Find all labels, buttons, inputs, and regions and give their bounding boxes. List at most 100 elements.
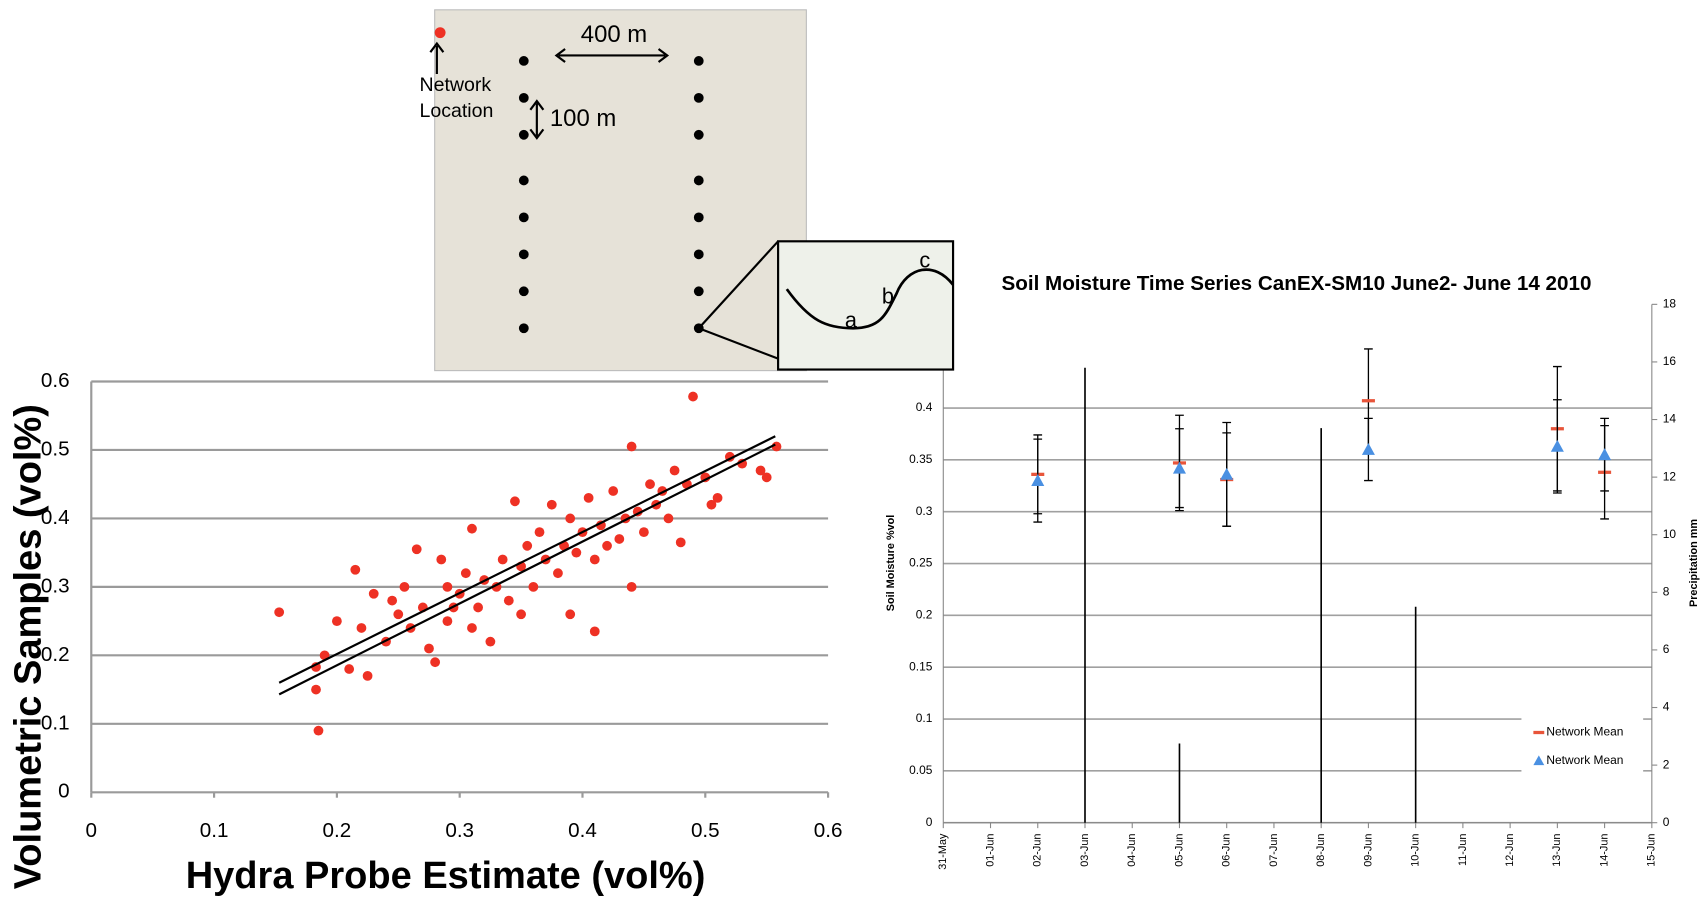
scatter-point xyxy=(755,465,766,476)
x-tick-label: 0 xyxy=(86,819,97,842)
scatter-point xyxy=(442,581,453,592)
scatter-point xyxy=(688,391,698,402)
scatter-point xyxy=(436,554,447,565)
site-area xyxy=(434,9,807,372)
legend-marker xyxy=(1533,730,1545,735)
scatter-point xyxy=(387,595,398,606)
y-tick-label: 0.5 xyxy=(41,437,70,460)
network-point xyxy=(434,27,446,39)
x-tick-label: 05-Jun xyxy=(1173,834,1185,867)
y-tick-label: 0 xyxy=(58,780,69,803)
x-tick-label: 13-Jun xyxy=(1551,834,1563,867)
scatter-point xyxy=(583,492,594,503)
legend-box xyxy=(1521,714,1644,780)
profile-label: c xyxy=(919,248,930,273)
legend-label: Network Mean xyxy=(1546,725,1623,739)
zoom-lines xyxy=(697,240,779,360)
y-tick-label: 0.3 xyxy=(41,574,70,597)
y-tick-label: 0.1 xyxy=(916,711,933,725)
y2-tick-label: 16 xyxy=(1663,354,1677,368)
scatter-point xyxy=(510,496,520,507)
y2-tick-label: 8 xyxy=(1663,584,1670,598)
y2-axis-label: Precipitation mm xyxy=(1688,519,1700,607)
network-arrow xyxy=(429,41,445,74)
y2-tick-label: 2 xyxy=(1663,757,1670,771)
x-tick-label: 03-Jun xyxy=(1079,834,1091,867)
scatter-point xyxy=(675,537,686,548)
x-tick-label: 09-Jun xyxy=(1362,834,1374,867)
mean-marker xyxy=(1220,467,1234,480)
scatter-point xyxy=(430,657,441,668)
scatter-point xyxy=(663,513,674,524)
scatter-point xyxy=(356,623,367,633)
scatter-point xyxy=(571,547,582,558)
scatter-point xyxy=(534,527,545,538)
scatter-point xyxy=(344,664,355,674)
y-tick-label: 0.1 xyxy=(41,711,70,734)
mean-marker xyxy=(1598,448,1612,461)
y-tick-label: 0.15 xyxy=(909,659,933,673)
x-tick-label: 0.1 xyxy=(200,819,229,842)
scatter-point xyxy=(565,513,576,524)
y-tick-label: 0.2 xyxy=(916,608,933,622)
spacing-label: 100 m xyxy=(550,105,616,132)
scatter-point xyxy=(639,527,649,538)
scatter-point xyxy=(761,472,772,483)
distance-arrow xyxy=(554,48,670,63)
x-tick-label: 06-Jun xyxy=(1221,834,1233,867)
y-tick-label: 0.35 xyxy=(909,452,933,466)
scatter-point xyxy=(473,602,483,613)
x-tick-label: 0.6 xyxy=(814,819,843,842)
legend-marker xyxy=(1533,755,1545,766)
y-axis-label: Soil Moisture %vol xyxy=(885,515,897,612)
scatter-point xyxy=(608,486,619,496)
scatter-point xyxy=(467,523,477,534)
fit-line xyxy=(278,435,776,684)
scatter-point xyxy=(485,636,496,647)
x-tick-label: 07-Jun xyxy=(1268,834,1280,867)
scatter-point xyxy=(362,670,373,681)
y2-tick-label: 14 xyxy=(1663,412,1677,426)
y2-tick-label: 12 xyxy=(1663,469,1677,483)
y-tick-label: 0.3 xyxy=(916,504,933,518)
x-tick-label: 14-Jun xyxy=(1598,834,1610,867)
x-tick-label: 0.5 xyxy=(691,819,720,842)
scatter-point xyxy=(589,626,600,637)
scatter-point xyxy=(546,499,557,510)
scatter-point xyxy=(460,568,471,579)
y-tick-label: 0.25 xyxy=(909,556,933,570)
x-tick-label: 31-May xyxy=(937,833,949,870)
scatter-point xyxy=(516,609,526,620)
x-tick-label: 01-Jun xyxy=(984,834,996,867)
scatter-point xyxy=(706,499,717,510)
scatter-point xyxy=(602,540,612,551)
mean-marker xyxy=(1361,442,1375,455)
chart-title: Soil Moisture Time Series CanEX-SM10 Jun… xyxy=(1001,272,1591,295)
x-tick-label: 0.4 xyxy=(568,819,597,842)
scatter-point xyxy=(528,581,539,592)
network-label: Network xyxy=(419,74,491,96)
y2-tick-label: 18 xyxy=(1663,296,1677,310)
scatter-point xyxy=(399,581,410,592)
x-axis-label: Hydra Probe Estimate (vol%) xyxy=(186,855,706,897)
scatter-point xyxy=(503,595,514,606)
y-tick-label: 0.05 xyxy=(909,763,933,777)
y-tick-label: 0 xyxy=(926,815,933,829)
scatter-point xyxy=(626,441,637,452)
terrain-profile xyxy=(785,268,955,330)
profile-box xyxy=(777,240,955,371)
scatter-point xyxy=(467,623,477,633)
scatter-point xyxy=(645,479,655,490)
y2-tick-label: 10 xyxy=(1663,527,1677,541)
scatter-point xyxy=(368,588,379,599)
y-tick-label: 0.6 xyxy=(41,369,70,392)
network-label: Location xyxy=(419,100,493,122)
scatter-point xyxy=(497,554,508,565)
scatter-point xyxy=(522,540,533,551)
y2-tick-label: 4 xyxy=(1663,700,1670,714)
y-tick-label: 0.2 xyxy=(41,643,70,666)
scatter-point xyxy=(589,554,600,565)
y-tick-label: 0.4 xyxy=(41,506,70,529)
